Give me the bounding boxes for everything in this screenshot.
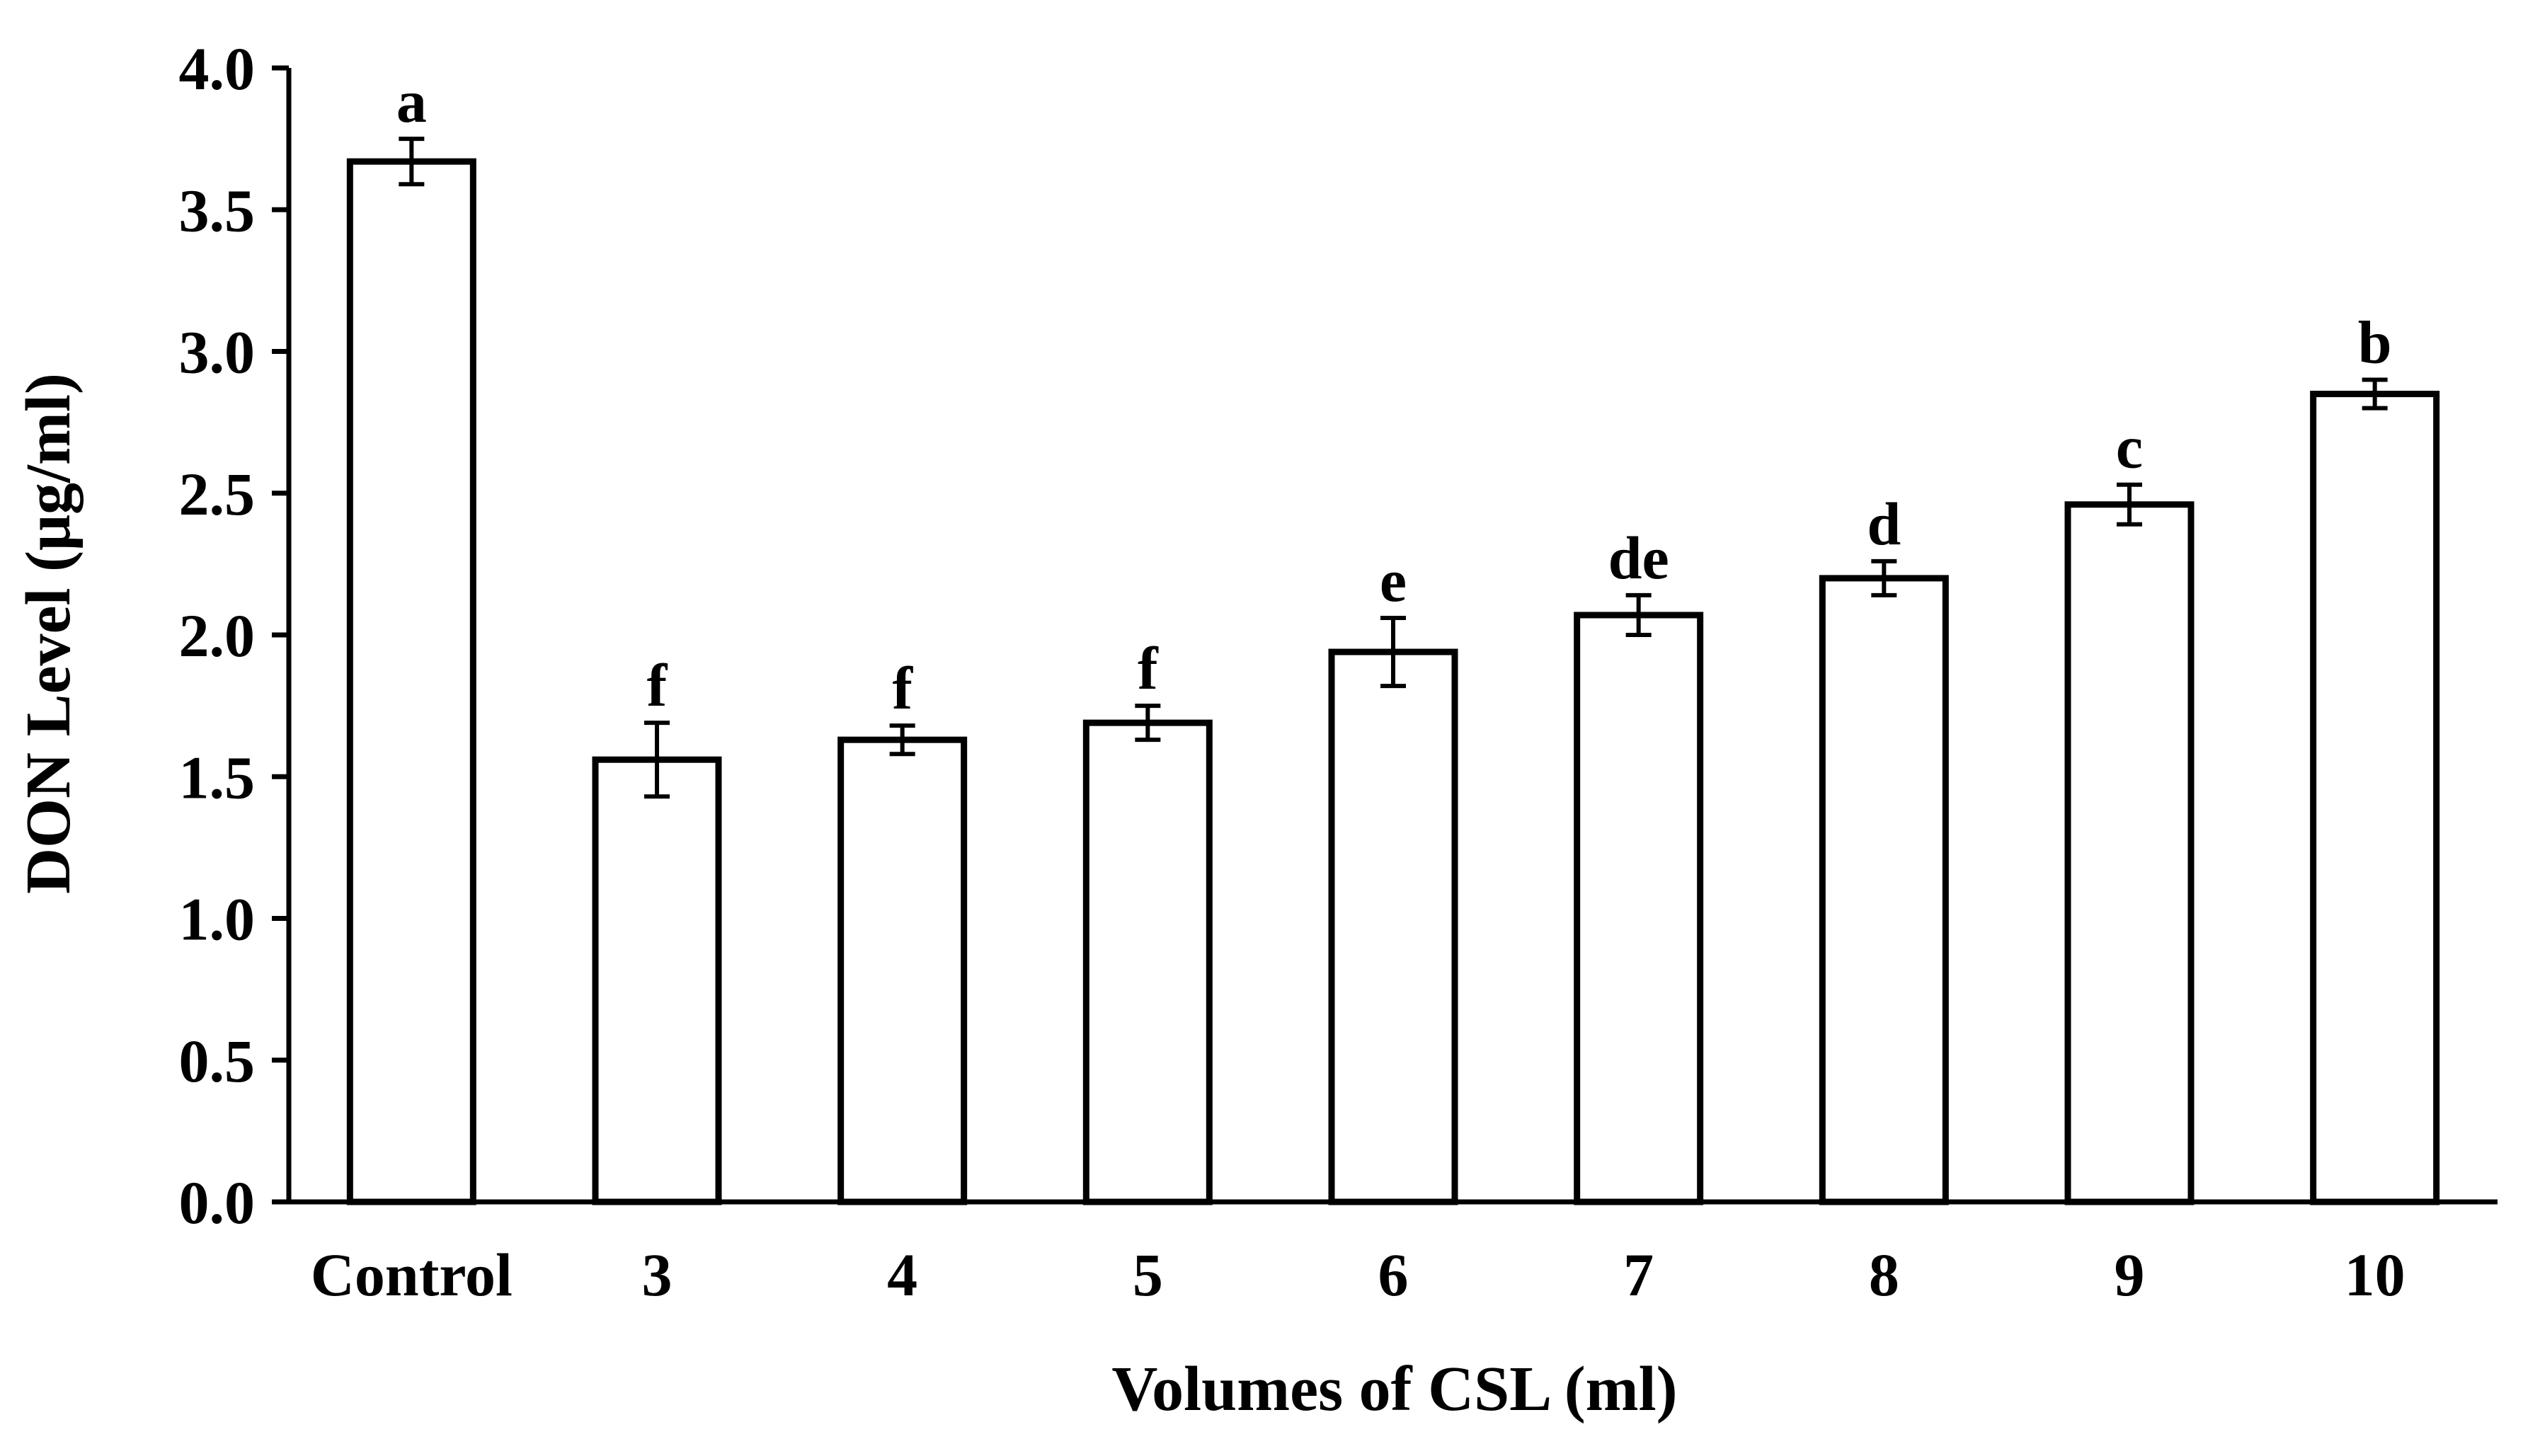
y-tick-label: 1.0 bbox=[179, 885, 256, 953]
x-tick-label: 6 bbox=[1378, 1241, 1409, 1309]
y-tick-label: 0.0 bbox=[179, 1169, 256, 1237]
error-bar bbox=[1135, 704, 1161, 743]
x-tick-label: 10 bbox=[2345, 1241, 2405, 1309]
bar-10 bbox=[2310, 391, 2440, 1205]
error-bar bbox=[1625, 592, 1652, 637]
significance-letter: f bbox=[1138, 634, 1159, 702]
y-tick-label: 3.5 bbox=[179, 176, 256, 244]
tick-labels: 0.0 0.5 1.0 1.5 2.0 2.5 3.0 3.5 4.0 Control 3 4 5 6 7 8… bbox=[179, 35, 2405, 1309]
significance-letter: f bbox=[647, 651, 668, 719]
x-tick-label: 9 bbox=[2115, 1241, 2145, 1309]
bar-control bbox=[346, 158, 476, 1205]
significance-letters: a f f f e de d c b bbox=[396, 67, 2392, 722]
y-tick-label: 3.0 bbox=[179, 319, 256, 386]
significance-letter: f bbox=[892, 654, 913, 722]
error-bar bbox=[399, 137, 425, 187]
significance-letter: c bbox=[2116, 413, 2143, 481]
error-bar bbox=[2117, 482, 2142, 527]
significance-letter: d bbox=[1867, 490, 1901, 558]
y-axis-label: DON Level (μg/ml) bbox=[13, 373, 84, 894]
bar-4 bbox=[837, 736, 968, 1205]
bar-7 bbox=[1574, 612, 1704, 1205]
x-tick-label: 4 bbox=[887, 1241, 917, 1309]
y-tick-label: 1.5 bbox=[179, 743, 256, 811]
bars bbox=[346, 158, 2440, 1205]
significance-letter: de bbox=[1608, 524, 1669, 592]
y-tick-label: 2.5 bbox=[179, 460, 256, 528]
x-axis-label: Volumes of CSL (ml) bbox=[1111, 1354, 1677, 1424]
x-tick-label: 8 bbox=[1869, 1241, 1899, 1309]
x-tick-label: Control bbox=[311, 1241, 513, 1309]
error-bar bbox=[889, 723, 915, 757]
bar-8 bbox=[1819, 575, 1949, 1205]
bar-5 bbox=[1082, 719, 1213, 1205]
bar-9 bbox=[2064, 501, 2195, 1205]
significance-letter: a bbox=[396, 67, 427, 135]
error-bar bbox=[644, 721, 670, 799]
x-tick-label: 7 bbox=[1623, 1241, 1654, 1309]
y-tick-label: 0.5 bbox=[179, 1027, 256, 1095]
error-bar bbox=[1380, 615, 1406, 689]
significance-letter: e bbox=[1380, 546, 1407, 614]
x-tick-label: 5 bbox=[1133, 1241, 1163, 1309]
error-bar bbox=[1871, 558, 1897, 597]
bar-3 bbox=[592, 756, 722, 1205]
bar-6 bbox=[1328, 648, 1458, 1205]
error-bars bbox=[399, 137, 2388, 799]
y-tick-label: 4.0 bbox=[179, 35, 256, 103]
error-bar bbox=[2362, 377, 2388, 411]
significance-letter: b bbox=[2358, 309, 2392, 377]
x-tick-label: 3 bbox=[642, 1241, 673, 1309]
y-tick-label: 2.0 bbox=[179, 602, 256, 670]
